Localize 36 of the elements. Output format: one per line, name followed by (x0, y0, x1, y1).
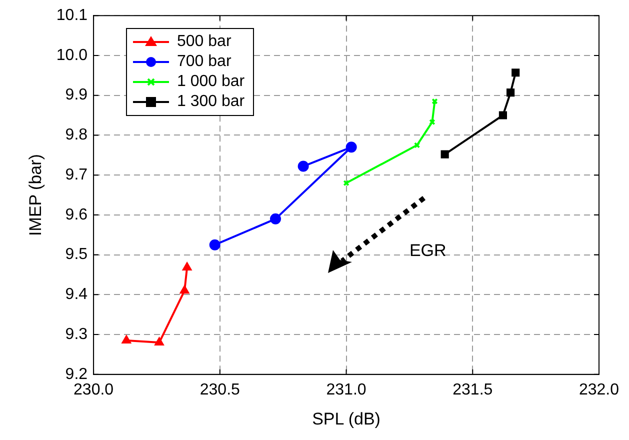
point (440, 150, 449, 158)
y-tick-label: 9.4 (65, 286, 88, 304)
legend-label: 1 300 bar (177, 92, 245, 112)
point (512, 68, 520, 77)
y-tick-label: 9.2 (65, 366, 88, 383)
x-axis-title: SPL (dB) (312, 409, 380, 428)
point (429, 118, 436, 126)
y-tick-label: 9.5 (65, 246, 88, 264)
point (498, 111, 507, 120)
y-tick-label: 9.7 (65, 166, 88, 184)
point (182, 262, 192, 271)
y-tick-label: 9.3 (65, 326, 88, 343)
x-tick-label: 230.5 (200, 381, 240, 398)
x-tick-label: 231.5 (452, 381, 493, 398)
y-tick-label: 9.8 (65, 126, 88, 144)
point (298, 160, 309, 172)
y-tick-label: 9.9 (65, 86, 88, 104)
point (180, 285, 190, 294)
legend-label: 700 bar (177, 52, 232, 72)
point (154, 337, 164, 346)
point (506, 88, 515, 97)
annotation: EGR (409, 240, 446, 260)
legend-label: 500 bar (177, 32, 232, 52)
y-axis-title: IMEP (bar) (26, 154, 45, 236)
point (122, 335, 132, 344)
point (270, 213, 282, 224)
y-tick-label: 10.1 (56, 7, 88, 24)
legend-label: 1 000 bar (177, 72, 245, 92)
y-tick-label: 10.0 (56, 46, 88, 64)
x-tick-label: 232.0 (578, 381, 620, 398)
x-tick-label: 231.0 (326, 381, 366, 398)
y-tick-label: 9.6 (65, 206, 88, 224)
point (209, 239, 220, 250)
point (346, 142, 357, 153)
x-tick-label: 230.0 (74, 381, 114, 398)
point (414, 142, 420, 148)
